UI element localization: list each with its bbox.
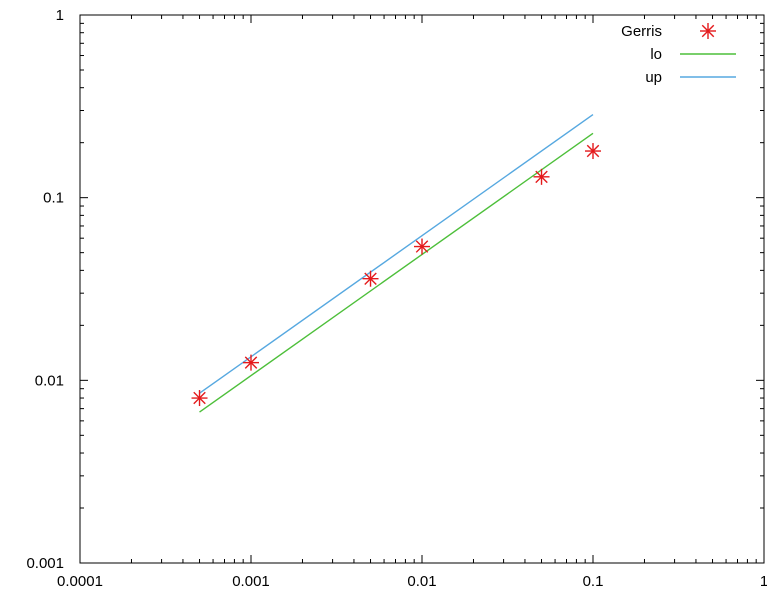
data-point-gerris bbox=[362, 270, 379, 287]
y-tick-label: 1 bbox=[56, 7, 64, 24]
y-tick-label: 0.1 bbox=[43, 190, 64, 207]
series-line-up bbox=[199, 114, 594, 394]
data-point-gerris bbox=[191, 390, 208, 407]
x-tick-label: 0.001 bbox=[232, 573, 270, 590]
y-tick-label: 0.001 bbox=[26, 555, 64, 572]
legend-label: up bbox=[645, 69, 662, 86]
data-point-gerris bbox=[533, 168, 550, 185]
y-tick-label: 0.01 bbox=[35, 372, 64, 389]
legend: Gerris lo up bbox=[621, 23, 736, 86]
legend-label: Gerris bbox=[621, 23, 662, 40]
series-line-lo bbox=[199, 132, 594, 413]
x-tick-label: 0.1 bbox=[583, 573, 604, 590]
x-tick-label: 0.01 bbox=[407, 573, 436, 590]
data-point-gerris bbox=[414, 238, 430, 255]
legend-label: lo bbox=[650, 46, 662, 63]
legend-marker-gerris bbox=[700, 23, 716, 39]
x-tick-label: 0.0001 bbox=[57, 573, 103, 590]
data-point-gerris bbox=[585, 143, 601, 160]
series-layer bbox=[191, 114, 601, 413]
data-point-gerris bbox=[243, 354, 259, 371]
x-tick-label: 1 bbox=[760, 573, 767, 590]
plot-frame bbox=[79, 14, 765, 564]
